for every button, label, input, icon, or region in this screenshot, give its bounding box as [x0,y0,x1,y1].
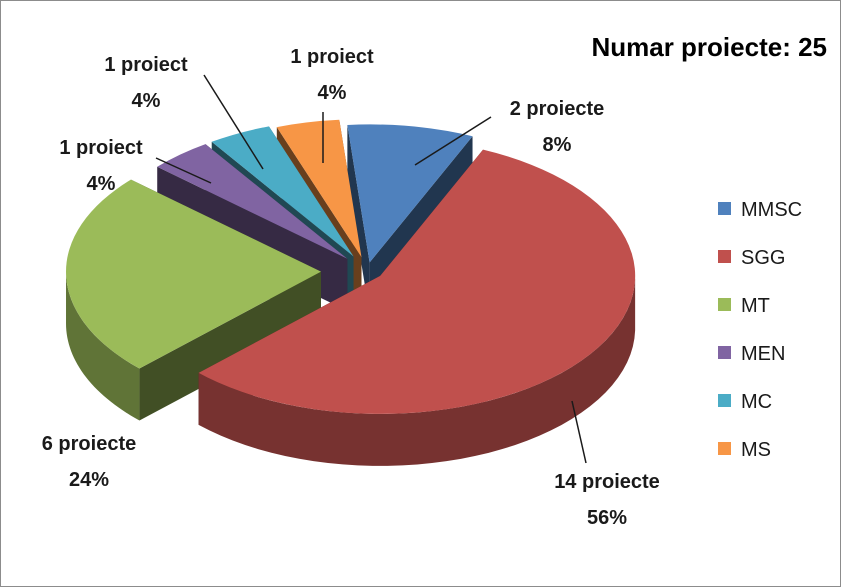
pie-slice-men [157,144,348,259]
pie-slice-sgg [198,149,636,414]
legend-swatch-mc [718,394,731,407]
data-label-percent-mt: 24% [69,469,109,491]
chart-title: Numar proiecte: 25 [591,32,827,62]
legend-swatch-sgg [718,250,731,263]
pie-slice-wall-mt-start [139,271,322,421]
legend-label-mt: MT [741,295,770,317]
data-label-count-ms: 1 proiect [290,46,374,68]
data-label-percent-sgg: 56% [587,507,627,529]
legend-label-men: MEN [741,343,785,365]
legend: MMSC SGG MT MEN MC MS [718,199,802,461]
data-label-percent-men: 4% [87,173,116,195]
pie-slice-ms [276,119,362,258]
legend-swatch-ms [718,442,731,455]
legend-swatch-mmsc [718,202,731,215]
leader-line-mc [203,74,264,170]
legend-label-sgg: SGG [741,247,785,269]
data-label-count-sgg: 14 proiecte [554,471,660,493]
pie-slice-mc [211,126,354,257]
data-label-count-mc: 1 proiect [104,54,188,76]
pie-slice-mt [66,179,322,369]
pie-slice-mmsc [347,124,473,263]
pie-slice-rim-sgg [198,278,636,466]
pie-top-layer [66,119,636,414]
data-label-count-men: 1 proiect [59,137,143,159]
legend-label-mmsc: MMSC [741,199,802,221]
pie-slice-wall-mmsc-start [347,124,370,315]
data-label-percent-mc: 4% [132,90,161,112]
pie-slice-rim-mt [66,271,140,421]
leader-lines [155,74,587,464]
legend-label-ms: MS [741,439,771,461]
leader-line-men [155,157,212,184]
data-label-percent-ms: 4% [318,82,347,104]
data-label-count-mt: 6 proiecte [42,433,136,455]
leader-line-sgg [571,400,587,464]
legend-label-mc: MC [741,391,772,413]
legend-swatch-mt [718,298,731,311]
leader-line-mmsc [414,116,492,166]
data-label-count-mmsc: 2 proiecte [510,98,604,120]
legend-swatch-men [718,346,731,359]
data-labels: 2 proiecte 8% 14 proiecte 56% 6 proiecte 24% 1… [42,46,660,529]
data-label-percent-mmsc: 8% [543,134,572,156]
